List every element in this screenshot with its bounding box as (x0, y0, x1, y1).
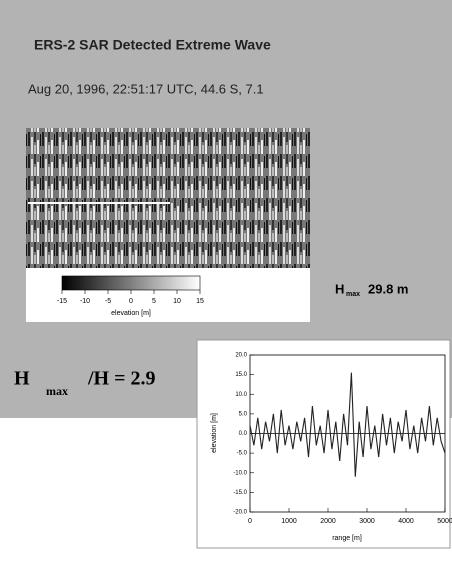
y-tick-label: -5.0 (237, 451, 248, 457)
colorbar (61, 275, 201, 291)
y-tick-label: -10.0 (233, 470, 247, 476)
y-tick-label: 0.0 (239, 431, 248, 437)
background-white (0, 418, 195, 560)
colorbar-tick-label: -10 (80, 298, 90, 305)
title: ERS-2 SAR Detected Extreme Wave (34, 37, 271, 53)
wave-height-value: 29.8 m (368, 281, 408, 296)
colorbar-tick-label: 5 (152, 298, 156, 305)
colorbar-label: elevation [m] (111, 310, 151, 317)
colorbar-tick-label: 15 (196, 298, 204, 305)
x-tick-label: 5000 (437, 518, 452, 525)
y-tick-label: -15.0 (233, 490, 247, 496)
y-tick-label: 10.0 (235, 392, 247, 398)
wave-height: H max 29.8 m (335, 281, 408, 297)
ratio-symbol: H (14, 368, 30, 390)
colorbar-tick-label: -5 (105, 298, 111, 305)
x-tick-label: 3000 (359, 518, 375, 525)
y-tick-label: 5.0 (239, 411, 248, 417)
subtitle: Aug 20, 1996, 22:51:17 UTC, 44.6 S, 7.1 (28, 81, 264, 96)
sar-image (26, 128, 310, 268)
x-tick-label: 1000 (281, 518, 297, 525)
wave-height-symbol: H (335, 281, 344, 296)
ratio-subscript: max (46, 384, 68, 398)
colorbar-tick-label: 0 (129, 298, 133, 305)
y-tick-label: -20.0 (233, 510, 247, 516)
y-axis-label: elevation [m] (211, 413, 218, 453)
colorbar-tick-label: 10 (173, 298, 181, 305)
y-tick-label: 15.0 (235, 372, 247, 378)
ratio: H max /H = 2.9 (14, 368, 156, 398)
chart-panel (196, 339, 451, 549)
x-tick-label: 2000 (320, 518, 336, 525)
data-line (249, 372, 446, 477)
x-tick-label: 0 (248, 518, 252, 525)
y-tick-label: 20.0 (235, 353, 247, 359)
x-tick-label: 4000 (398, 518, 414, 525)
ratio-rest: /H = 2.9 (87, 368, 156, 390)
wave-height-subscript: max (346, 291, 360, 298)
x-axis-label: range [m] (332, 535, 362, 542)
colorbar-tick-label: -15 (57, 298, 67, 305)
